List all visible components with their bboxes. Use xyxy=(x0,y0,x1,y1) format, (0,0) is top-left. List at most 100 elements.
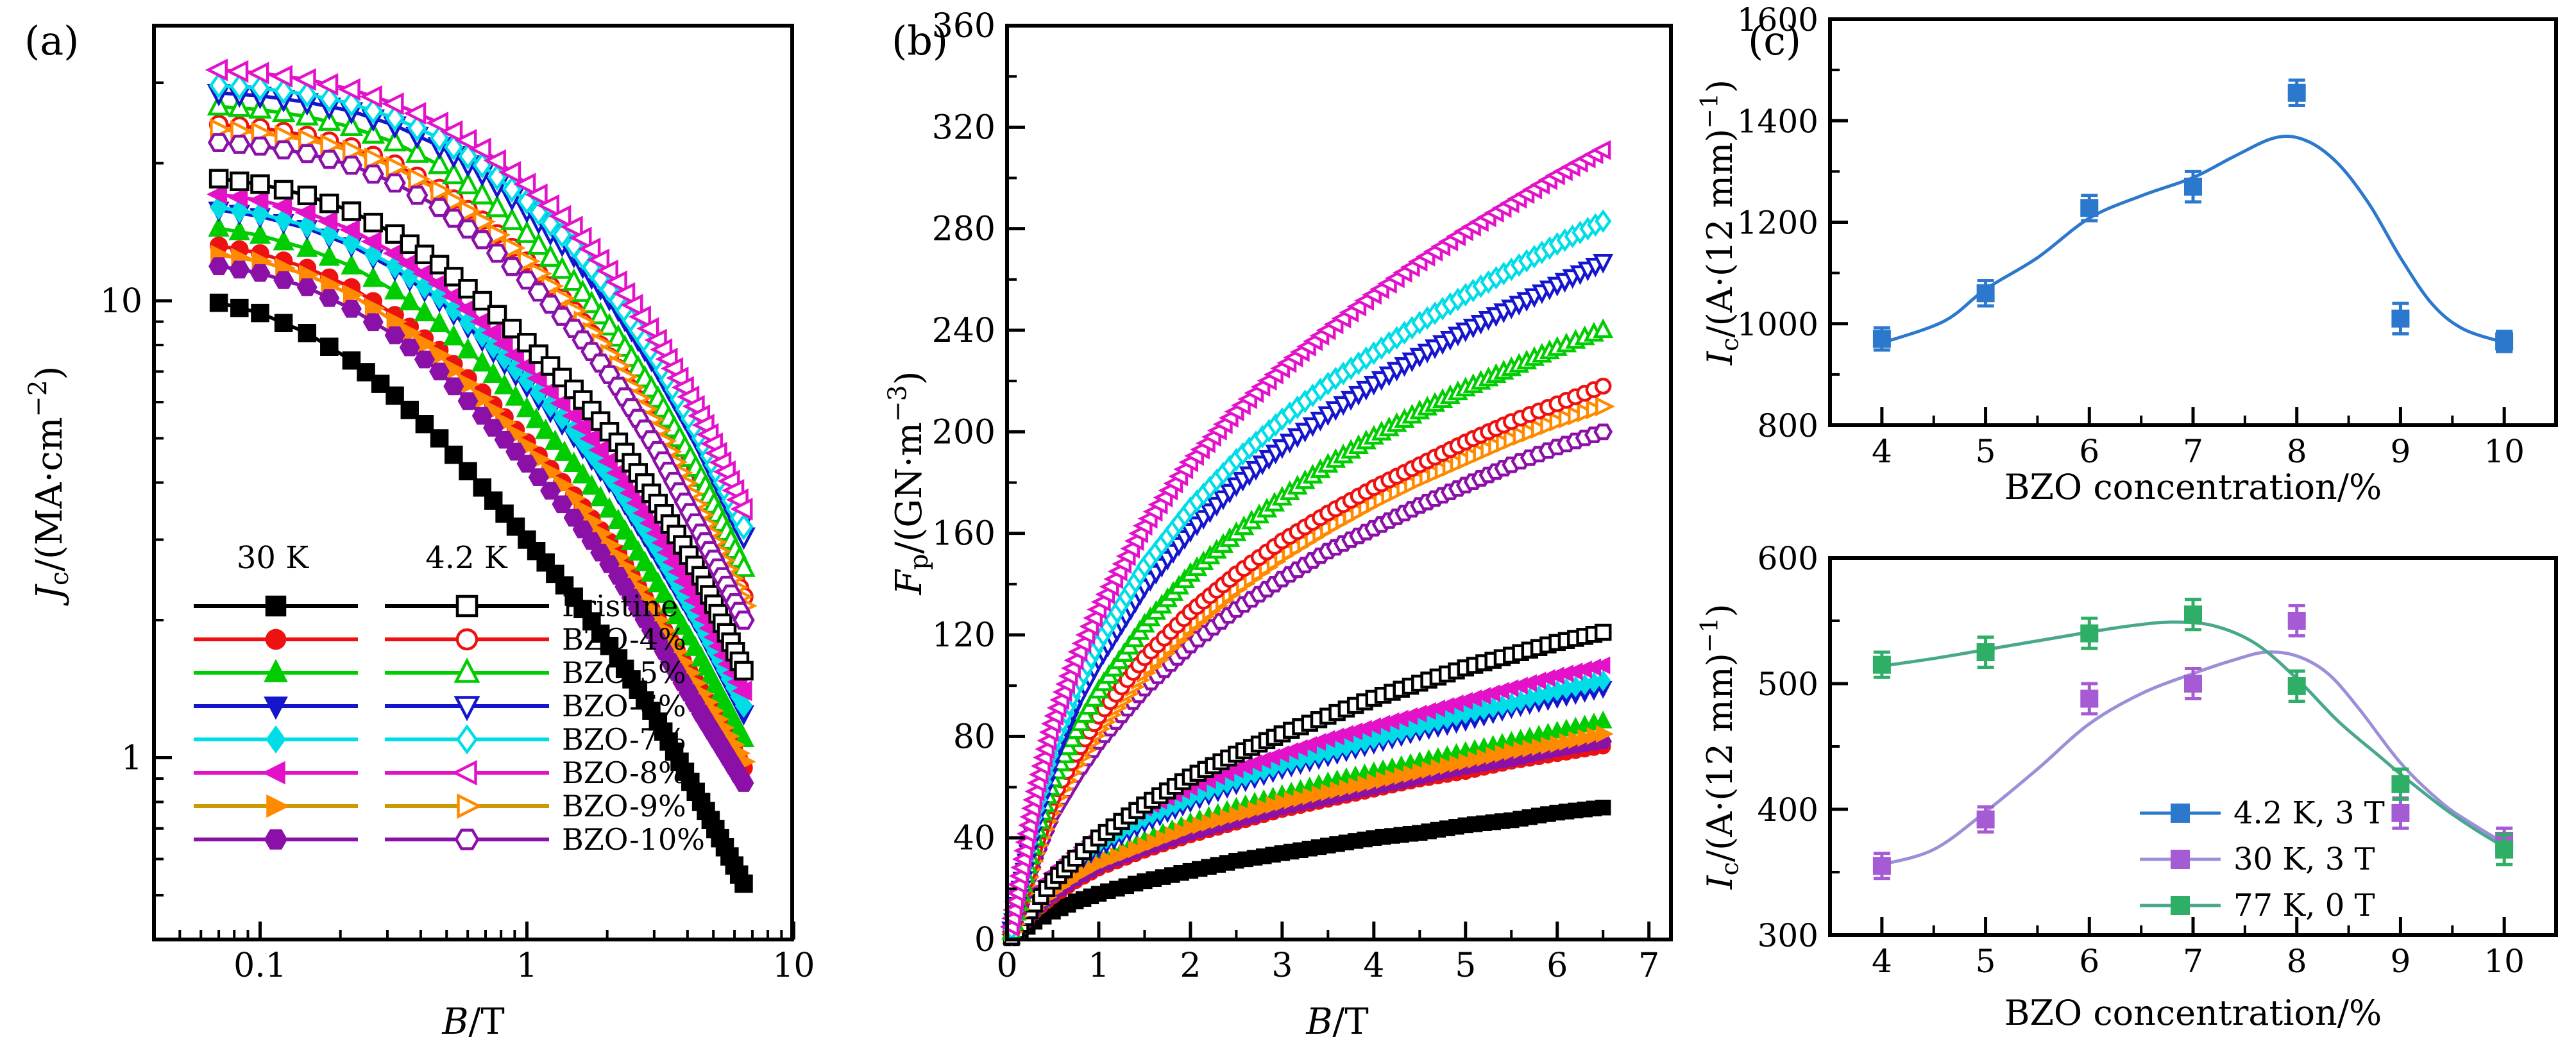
panel-b-xtick-label: 5 xyxy=(1455,947,1476,985)
legend-label: BZO-9% xyxy=(562,789,686,823)
panel-b-yaxis-title: Fp/(GN·m−3) xyxy=(883,371,934,596)
legend-row-bzo-10-: BZO-10% xyxy=(194,822,705,857)
panel-c-bottom-ytick-label: 300 xyxy=(1758,917,1818,954)
panel-c-top-series-4-2-k-3-t xyxy=(1872,78,2514,353)
panel-c-top-xtick-label: 6 xyxy=(2079,433,2099,470)
panel-c-bottom-ytick-label: 600 xyxy=(1758,540,1818,577)
panel-c-tag: (c) xyxy=(1748,17,1801,64)
panel-a-series xyxy=(205,58,758,893)
series-bzo-5-4-2-k xyxy=(207,93,756,577)
panel-b-xtick-label: 4 xyxy=(1363,947,1384,985)
panel-c-bottom-xtick-label: 6 xyxy=(2079,943,2099,980)
panel-b-xaxis-title: B/T xyxy=(1305,1001,1368,1043)
panel-b-ytick-label: 320 xyxy=(932,108,996,147)
panel-c-top-yaxis-title: Ic/(A·(12 mm)−1) xyxy=(1695,80,1743,366)
panel-c-bottom-yaxis-title: Ic/(A·(12 mm)−1) xyxy=(1695,603,1743,889)
legend-row-77-k-0-t: 77 K, 0 T xyxy=(2140,888,2375,923)
panel-c-top-xtick-label: 10 xyxy=(2484,433,2525,470)
panel-c-top-frame xyxy=(1828,17,2558,427)
panel-c-top-ytick-label: 1200 xyxy=(1737,205,1818,242)
panel-b-tag: (b) xyxy=(892,17,948,64)
legend-row-pristine: Pristine xyxy=(194,589,678,623)
series-pristine-4-2-k xyxy=(208,169,754,681)
series-bzo-10-4-2-k xyxy=(207,133,755,630)
panel-c-top-series xyxy=(1872,78,2514,353)
panel-c-top-ytick-label: 1600 xyxy=(1737,1,1818,38)
series-pristine-30-k xyxy=(1003,799,1611,947)
panel-b-xtick-label: 1 xyxy=(1088,947,1109,985)
panel-c-top-ytick-label: 1400 xyxy=(1737,103,1818,140)
panel-c-top-xaxis-title: BZO concentration/% xyxy=(2004,467,2382,507)
panel-c-legend: 4.2 K, 3 T 30 K, 3 T 77 K, 0 T xyxy=(2140,795,2385,923)
panel-a-axes: 0.1 1 10 1 10 xyxy=(100,24,815,985)
legend-label: BZO-10% xyxy=(562,822,705,857)
panel-a: 30 K 4.2 K PristineBZO-4%BZO-5%BZO-6%BZO-7… xyxy=(24,17,758,1043)
panel-c-bottom-ytick-label: 400 xyxy=(1758,791,1818,829)
series-pristine-4-2-k xyxy=(1003,623,1612,946)
series-bzo-7-4-2-k xyxy=(208,72,754,541)
panel-c-top-xtick-label: 9 xyxy=(2391,433,2411,470)
panel-c-bottom-axes: 4 5 6 7 8 9 10 300 400 500 600 xyxy=(1758,540,2558,980)
legend-row-bzo-9-: BZO-9% xyxy=(194,789,686,823)
legend-row-bzo-4-: BZO-4% xyxy=(194,622,686,657)
panel-a-yaxis-title: Jc/(MA·cm−2) xyxy=(24,366,74,607)
panel-c-top-xtick-label: 8 xyxy=(2287,433,2307,470)
legend-label: Pristine xyxy=(562,589,678,623)
panel-a-xaxis-title: B/T xyxy=(441,1001,504,1043)
legend-label: BZO-5% xyxy=(562,655,686,690)
panel-b-ytick-label: 40 xyxy=(953,820,996,858)
panel-a-ytick-label: 10 xyxy=(100,282,142,321)
legend-label: 77 K, 0 T xyxy=(2233,888,2375,923)
panel-c-bottom: BZO concentration/% Ic/(A·(12 mm)−1) 4.2 K… xyxy=(1695,598,2514,1033)
panel-c-top-xtick-label: 5 xyxy=(1976,433,1996,470)
panel-a-legend: 30 K 4.2 K PristineBZO-4%BZO-5%BZO-6%BZO-7… xyxy=(194,540,705,857)
series-bzo-5-30-k xyxy=(208,216,755,747)
legend-row-30-k-3-t: 30 K, 3 T xyxy=(2140,841,2375,877)
panel-b-ytick-label: 0 xyxy=(974,921,996,959)
panel-c-top-axes: 4 5 6 7 8 9 10 800 1000 1200 1400 1600 xyxy=(1737,1,2558,470)
panel-b-xtick-label: 0 xyxy=(996,947,1017,985)
panel-b-axes: 0 1 2 3 4 5 6 7 0 40 80 120 160 200 240 280 320 360 xyxy=(932,7,1673,985)
legend-label: BZO-6% xyxy=(562,689,686,723)
legend-row-bzo-6-: BZO-6% xyxy=(194,689,686,723)
series-bzo-8-4-2-k xyxy=(205,58,753,521)
panel-c-top-xtick-label: 4 xyxy=(1872,433,1892,470)
panel-b-xtick-label: 7 xyxy=(1638,947,1659,985)
panel-b-xtick-label: 6 xyxy=(1546,947,1568,985)
panel-a-xtick-label: 10 xyxy=(772,947,815,985)
panel-c-top-xtick-label: 7 xyxy=(2183,433,2203,470)
panel-b-ytick-label: 240 xyxy=(932,312,996,350)
legend-label: 4.2 K, 3 T xyxy=(2233,795,2385,831)
legend-row-bzo-8-: BZO-8% xyxy=(194,755,686,790)
series-pristine-30-k xyxy=(209,293,753,893)
panel-c-bottom-ytick-label: 500 xyxy=(1758,666,1818,703)
legend-header-4.2K: 4.2 K xyxy=(425,540,508,576)
panel-c-bottom-series xyxy=(1872,598,2514,880)
panel-a-tag: (a) xyxy=(24,17,79,64)
panel-c-bottom-xtick-label: 7 xyxy=(2183,943,2203,980)
legend-row-bzo-7-: BZO-7% xyxy=(194,722,686,757)
panel-b-ytick-label: 120 xyxy=(932,616,996,655)
series-bzo-8-4-2-k xyxy=(999,140,1611,937)
panel-c-bottom-xtick-label: 9 xyxy=(2391,943,2411,980)
panel-c-top-ytick-label: 800 xyxy=(1758,407,1818,444)
panel-b-ytick-label: 360 xyxy=(932,7,996,46)
panel-b-ytick-label: 280 xyxy=(932,210,996,249)
panel-a-xtick-label: 1 xyxy=(516,947,538,985)
legend-header-30K: 30 K xyxy=(237,540,309,576)
panel-c-bottom-series-77-k-0-t xyxy=(1872,598,2514,866)
legend-row-4-2-k-3-t: 4.2 K, 3 T xyxy=(2140,795,2385,831)
panel-c-top: BZO concentration/% Ic/(A·(12 mm)−1) xyxy=(1695,78,2514,507)
panel-c-bottom-xtick-label: 10 xyxy=(2484,943,2525,980)
legend-label: BZO-7% xyxy=(562,722,686,757)
panel-b-ytick-label: 80 xyxy=(953,718,996,756)
panel-c-bottom-xtick-label: 4 xyxy=(1872,943,1892,980)
panel-c-top-ytick-label: 1000 xyxy=(1737,306,1818,343)
panel-c-bottom-xtick-label: 8 xyxy=(2287,943,2307,980)
legend-label: BZO-4% xyxy=(562,622,686,657)
series-bzo-10-30-k xyxy=(208,257,754,792)
panel-c-bottom-series-30-k-3-t xyxy=(1872,603,2514,880)
legend-label: BZO-8% xyxy=(562,755,686,790)
panel-c-bottom-fit-curve xyxy=(1881,620,2505,848)
